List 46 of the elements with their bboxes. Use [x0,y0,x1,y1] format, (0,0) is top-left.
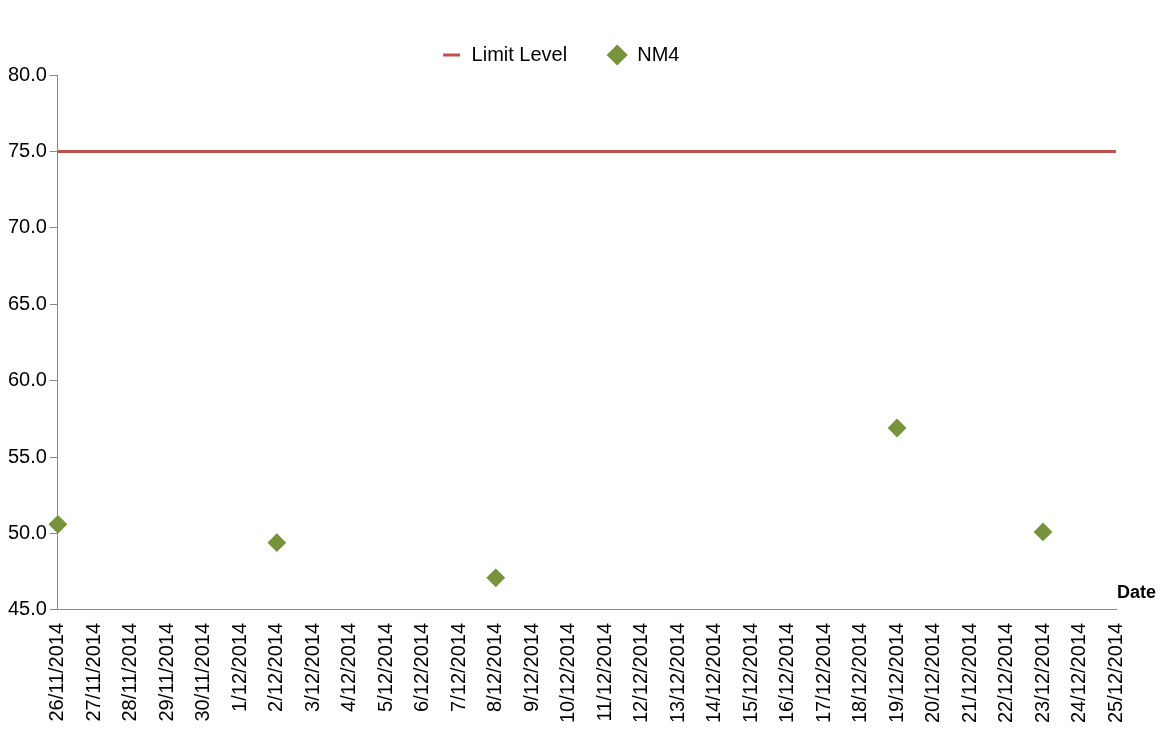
x-tick-label: 25/12/2014 [1103,622,1126,724]
x-tick-label: 16/12/2014 [775,622,798,724]
x-tick-label: 15/12/2014 [738,622,761,724]
x-tick-label: 7/12/2014 [446,622,469,712]
x-tick-label: 18/12/2014 [848,622,871,724]
y-tick-label: 75.0 [7,138,47,161]
x-tick-label: 3/12/2014 [300,622,323,712]
x-tick-label: 9/12/2014 [519,622,542,712]
x-tick-label: 26/11/2014 [45,622,68,722]
x-tick-label: 23/12/2014 [1030,622,1053,724]
y-tick-label: 55.0 [7,444,47,467]
y-tick-label: 45.0 [7,597,47,620]
x-tick-label: 8/12/2014 [483,622,506,712]
y-tick-label: 65.0 [7,291,47,314]
point [1034,522,1053,541]
x-tick-label: 28/11/2014 [118,622,141,722]
point [267,533,286,552]
x-tick-label: 12/12/2014 [629,622,652,724]
legend-label: NM4 [637,42,680,65]
x-tick-label: 29/11/2014 [154,622,177,722]
point [48,515,67,534]
y-tick-label: 50.0 [7,521,47,543]
x-tick-label: 4/12/2014 [337,622,360,712]
x-tick-label: 19/12/2014 [884,622,907,724]
x-tick-label: 27/11/2014 [81,622,104,722]
x-tick-label: 24/12/2014 [1067,622,1090,724]
x-tick-label: 20/12/2014 [921,622,944,724]
x-tick-label: 14/12/2014 [702,622,725,724]
point [486,568,505,587]
x-tick-label: 2/12/2014 [264,622,287,712]
legend-label: Limit Level [471,42,568,65]
y-tick-label: 80.0 [7,62,47,85]
x-tick-label: 22/12/2014 [994,622,1017,724]
x-tick-label: 10/12/2014 [556,622,579,724]
y-tick-label: 70.0 [7,215,47,238]
x-tick-label: 21/12/2014 [957,622,980,724]
point [888,419,907,438]
x-tick-label: 17/12/2014 [811,622,834,724]
y-tick-label: 60.0 [7,368,47,391]
x-tick-label: 13/12/2014 [665,622,688,724]
x-tick-label: 11/12/2014 [592,622,615,722]
x-tick-label: 5/12/2014 [373,622,396,712]
x-tick-label: 30/11/2014 [191,622,214,722]
x-tick-label: 6/12/2014 [410,622,433,712]
x-axis-title: Date [1116,581,1156,602]
x-tick-label: 1/12/2014 [227,622,250,712]
